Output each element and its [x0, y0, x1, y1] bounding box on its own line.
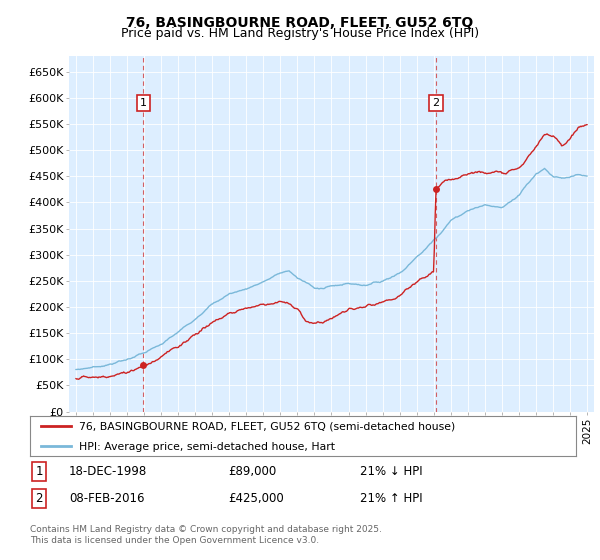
Text: Contains HM Land Registry data © Crown copyright and database right 2025.
This d: Contains HM Land Registry data © Crown c… [30, 525, 382, 545]
Text: 76, BASINGBOURNE ROAD, FLEET, GU52 6TQ (semi-detached house): 76, BASINGBOURNE ROAD, FLEET, GU52 6TQ (… [79, 422, 455, 432]
Text: £425,000: £425,000 [228, 492, 284, 505]
Text: 08-FEB-2016: 08-FEB-2016 [69, 492, 145, 505]
Text: 21% ↑ HPI: 21% ↑ HPI [360, 492, 422, 505]
Text: £89,000: £89,000 [228, 465, 276, 478]
Text: HPI: Average price, semi-detached house, Hart: HPI: Average price, semi-detached house,… [79, 442, 335, 452]
Text: 2: 2 [432, 98, 439, 108]
Text: 1: 1 [140, 98, 147, 108]
Text: 76, BASINGBOURNE ROAD, FLEET, GU52 6TQ: 76, BASINGBOURNE ROAD, FLEET, GU52 6TQ [127, 16, 473, 30]
Text: 21% ↓ HPI: 21% ↓ HPI [360, 465, 422, 478]
Text: 18-DEC-1998: 18-DEC-1998 [69, 465, 147, 478]
Text: 1: 1 [35, 465, 43, 478]
Text: Price paid vs. HM Land Registry's House Price Index (HPI): Price paid vs. HM Land Registry's House … [121, 27, 479, 40]
Text: 2: 2 [35, 492, 43, 505]
